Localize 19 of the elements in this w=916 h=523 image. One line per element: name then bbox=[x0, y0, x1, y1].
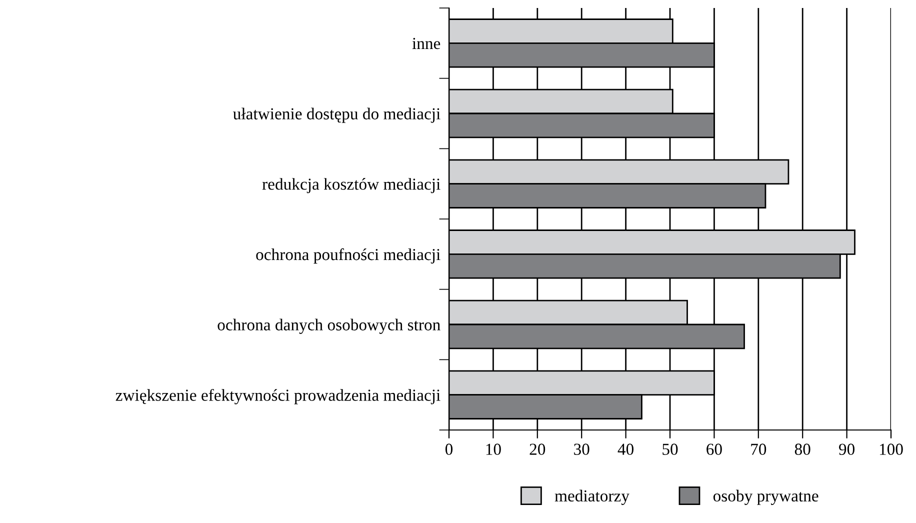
y-tick-label: ochrona danych osobowych stron bbox=[218, 318, 440, 334]
y-tick-label: zwiększenie efektywności prowadzenia mediacji bbox=[116, 388, 440, 404]
y-tick-label: ułatwienie dostępu do mediacji bbox=[233, 108, 440, 123]
x-tick-label: 30 bbox=[574, 444, 590, 455]
x-tick-label: 50 bbox=[662, 444, 678, 455]
legend-label: mediatorzy bbox=[554, 490, 630, 505]
y-tick-label: redukcja kosztów mediacji bbox=[262, 178, 440, 194]
x-tick-label: 80 bbox=[794, 444, 810, 455]
y-tick-label: inne bbox=[412, 38, 440, 50]
legend-label: osoby prywatne bbox=[713, 490, 818, 505]
y-tick-label: ochrona poufności mediacji bbox=[256, 248, 440, 264]
x-tick-label: 10 bbox=[486, 444, 501, 455]
x-tick-label: 70 bbox=[751, 444, 766, 455]
x-tick-label: 100 bbox=[880, 444, 903, 455]
x-tick-label: 90 bbox=[839, 444, 854, 455]
x-tick-label: 60 bbox=[706, 444, 722, 455]
x-tick-label: 0 bbox=[445, 444, 453, 455]
x-tick-label: 40 bbox=[618, 444, 634, 455]
x-tick-label: 20 bbox=[530, 444, 546, 455]
